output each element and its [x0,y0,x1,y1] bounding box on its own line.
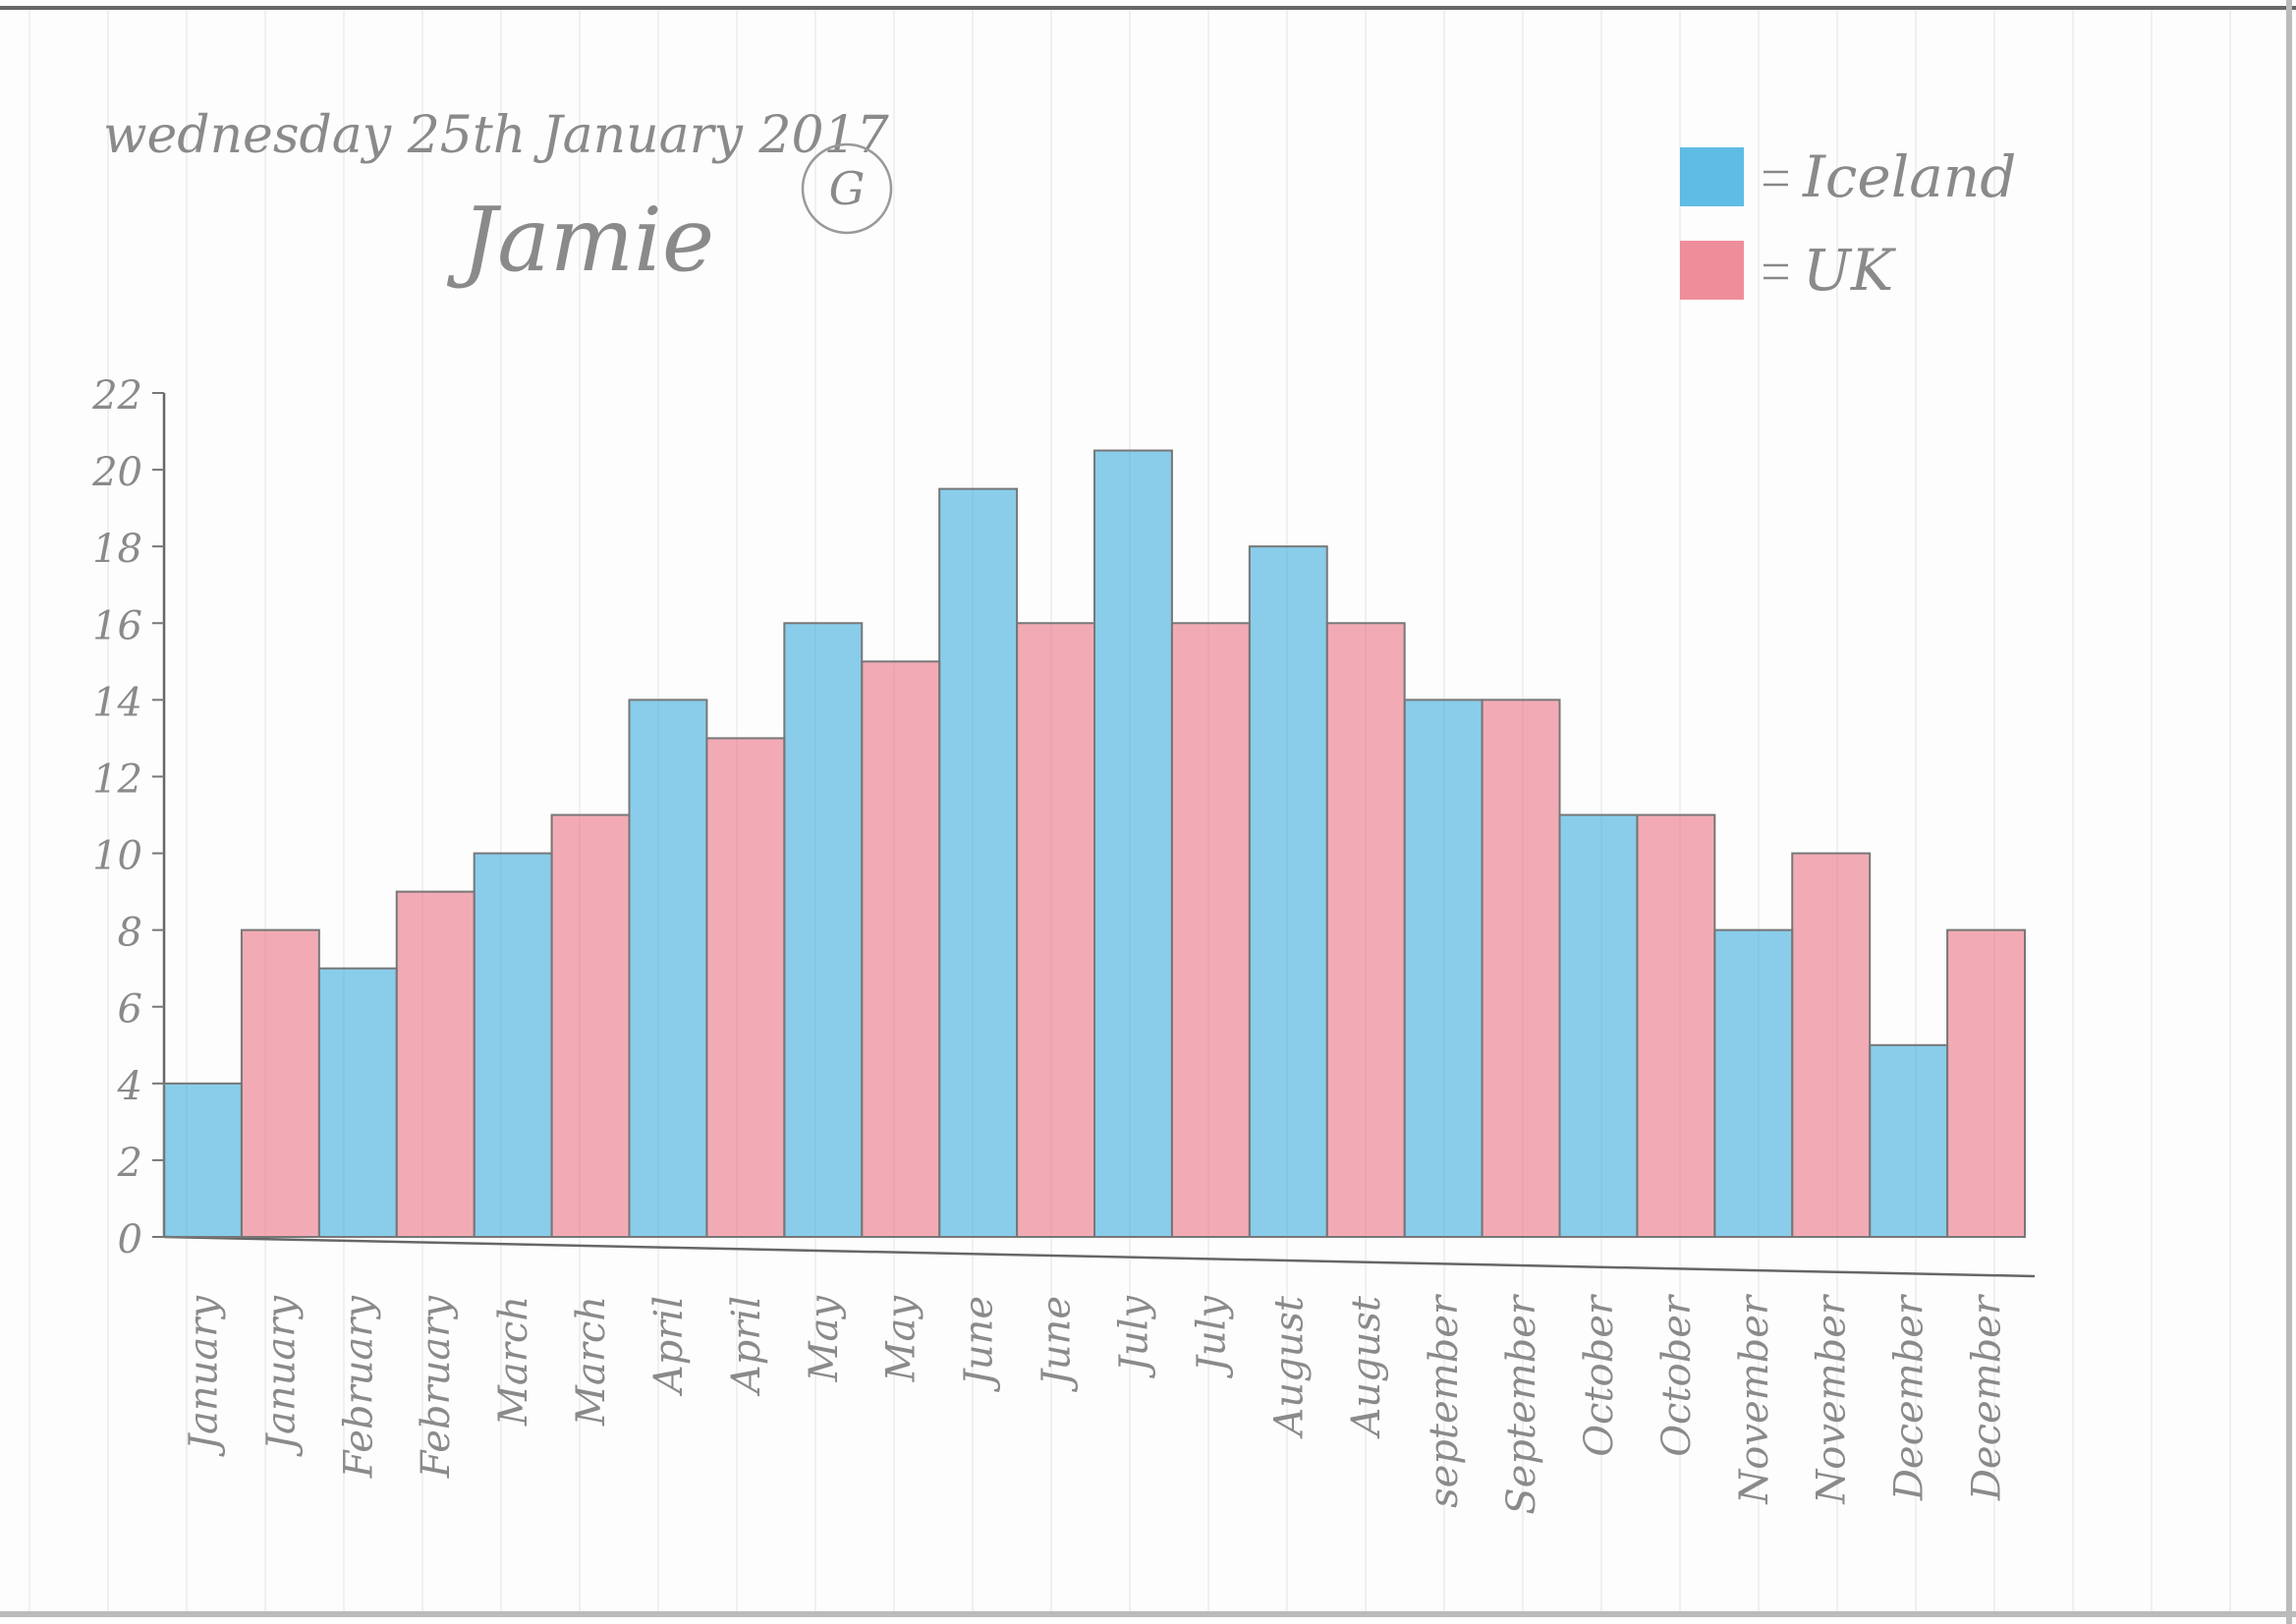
x-tick-label: June [957,1296,1002,1392]
bar [1791,852,1872,1239]
chart-title: wednesday 25th January 2017 [103,106,890,165]
legend-label: Iceland [1802,143,2016,210]
bar [628,699,708,1238]
x-tick-label: August [1344,1295,1389,1440]
x-tick-label: March [491,1296,536,1427]
bar [473,852,553,1239]
bar [1248,545,1328,1238]
bar [550,813,631,1238]
bar [1558,813,1639,1238]
y-tick-label: 22 [91,373,142,419]
chart-subtitle: Jamie [446,189,714,292]
bar [861,660,941,1238]
bar [1869,1043,1949,1238]
bar [163,1082,243,1239]
bar [1093,449,1173,1238]
y-tick-label: 14 [92,680,142,725]
y-tick-label: 20 [91,450,142,495]
x-tick-label: October [1654,1293,1700,1457]
y-tick-label: 2 [117,1141,142,1186]
x-tick-label: April [646,1296,692,1397]
x-tick-label: September [1499,1293,1544,1515]
x-tick-label: January [258,1295,304,1457]
x-axis [163,1235,2036,1278]
x-tick-label: June [1035,1296,1080,1392]
bar [1325,622,1406,1238]
bar [1016,622,1096,1238]
x-tick-label: February [414,1295,459,1480]
bar [1403,699,1484,1238]
x-tick-label: March [569,1296,614,1427]
x-tick-label: May [879,1295,924,1383]
annotation: G [829,162,866,215]
y-tick-label: 10 [92,834,142,879]
legend-swatch [1680,241,1744,300]
x-tick-label: December [1887,1293,1932,1501]
x-tick-label: July [1189,1295,1234,1379]
x-tick-label: May [802,1295,847,1383]
x-tick-label: December [1965,1293,2010,1501]
bar [1481,699,1561,1238]
bar [1713,928,1794,1238]
x-tick-label: August [1266,1295,1312,1440]
y-tick-label: 8 [118,911,142,956]
x-tick-label: April [724,1296,769,1397]
y-tick-label: 0 [118,1217,142,1262]
bar [1170,622,1251,1238]
y-tick-label: 18 [92,527,142,572]
y-tick-label: 12 [92,756,142,802]
annotation-circle [801,142,893,235]
y-tick-label: 16 [92,603,142,648]
legend-swatch [1680,147,1744,206]
x-tick-label: November [1732,1293,1777,1505]
x-tick-label: February [336,1295,381,1480]
x-tick-label: January [181,1295,226,1457]
bar [783,622,864,1238]
bar [1946,928,2027,1238]
x-tick-label: July [1111,1295,1156,1379]
bar [240,928,320,1238]
x-tick-label: October [1577,1293,1622,1457]
bar [317,967,398,1238]
bar [395,890,476,1238]
bar [705,737,786,1239]
x-tick-label: september [1422,1293,1467,1508]
y-tick-label: 6 [118,987,142,1033]
bar [938,487,1019,1238]
y-tick-label: 4 [117,1064,142,1109]
x-tick-label: November [1810,1293,1855,1505]
legend-label: UK [1803,237,1897,304]
bar [1636,813,1716,1238]
